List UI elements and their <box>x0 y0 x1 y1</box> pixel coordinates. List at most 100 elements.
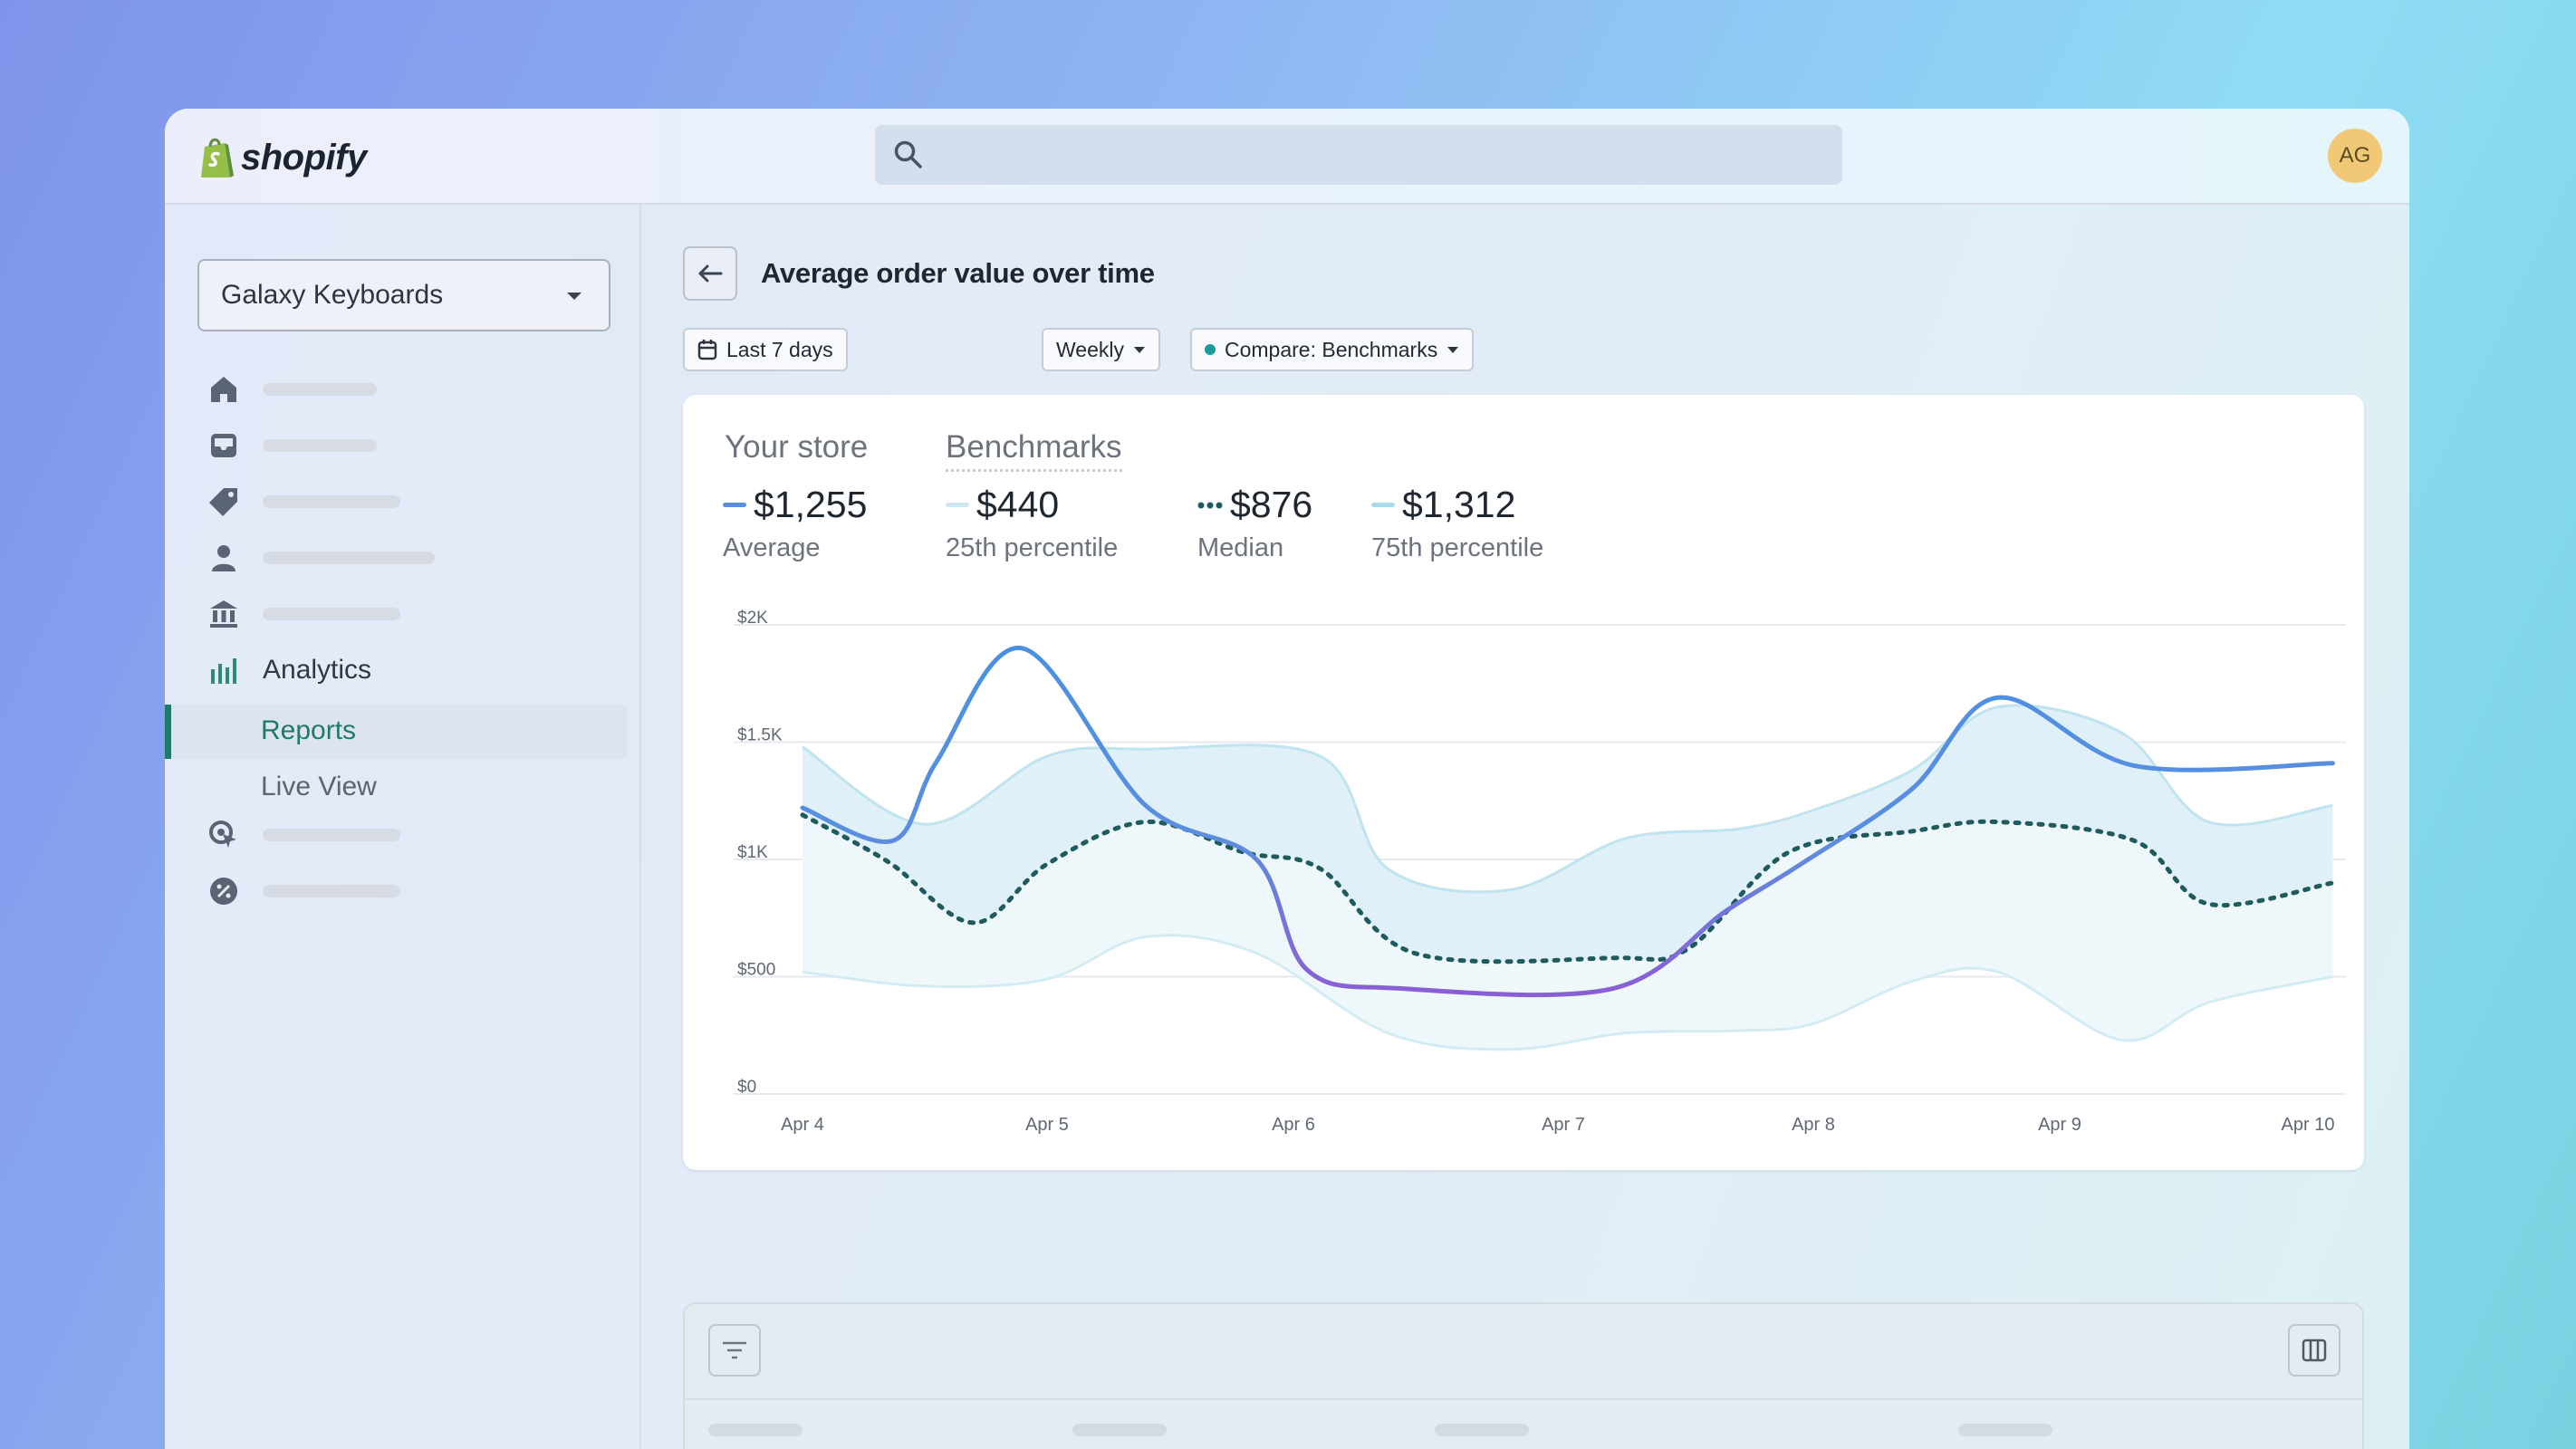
marketing-icon <box>207 818 241 852</box>
sidebar-item-label: Analytics <box>263 655 372 685</box>
x-tick-label: Apr 10 <box>2282 1115 2335 1135</box>
sidebar-item-discounts[interactable] <box>207 873 400 909</box>
store-selector[interactable]: Galaxy Keyboards <box>197 259 610 331</box>
sidebar-item-marketing[interactable] <box>207 817 400 853</box>
interval-dropdown[interactable]: Weekly <box>1042 328 1160 371</box>
date-range-button[interactable]: Last 7 days <box>683 328 848 371</box>
home-icon <box>207 372 241 407</box>
placeholder-label <box>263 885 400 897</box>
date-range-label: Last 7 days <box>726 337 833 361</box>
line-chart: $2K $1.5K $1K $500 $0 Apr 4 Apr 5 Apr 6 Apr 7 Apr… <box>734 609 2346 1135</box>
x-tick-label: Apr 5 <box>1025 1115 1069 1135</box>
compare-dropdown[interactable]: Compare: Benchmarks <box>1190 328 1475 371</box>
arrow-left-icon <box>698 264 723 283</box>
store-name: Galaxy Keyboards <box>221 280 444 310</box>
chevron-down-icon <box>567 293 582 300</box>
shopify-bag-icon <box>201 138 234 178</box>
series-75th-percentile <box>802 704 2333 894</box>
app-window: shopify AG Galaxy Keyboards <box>165 109 2409 1449</box>
sidebar: Galaxy Keyboards Analytics <box>165 205 641 1449</box>
y-tick-label: $1K <box>737 843 768 862</box>
placeholder-label <box>263 495 400 508</box>
active-indicator <box>165 705 171 759</box>
sidebar-item-label: Live View <box>261 772 377 801</box>
filter-button[interactable] <box>708 1324 761 1377</box>
bank-icon <box>207 597 241 631</box>
tab-your-store[interactable]: Your store <box>725 429 869 465</box>
metric-value: $876 <box>1230 484 1313 525</box>
metric-average: $1,255 Average <box>723 484 867 563</box>
search-icon <box>894 140 922 168</box>
placeholder-label <box>263 439 377 452</box>
upper-percentile-band <box>803 705 2333 962</box>
sidebar-item-products[interactable] <box>207 484 400 520</box>
search-input[interactable] <box>875 125 1842 185</box>
legend-swatch <box>1371 503 1395 507</box>
avatar[interactable]: AG <box>2328 129 2382 183</box>
placeholder-cell <box>1435 1424 1529 1436</box>
main-content: Average order value over time Last 7 day… <box>641 205 2409 1449</box>
y-tick-label: $1.5K <box>737 726 783 745</box>
table-row[interactable] <box>685 1398 2362 1449</box>
back-button[interactable] <box>683 246 737 301</box>
metric-label: Average <box>723 533 821 562</box>
y-tick-label: $500 <box>737 961 775 980</box>
top-bar: shopify AG <box>165 109 2409 205</box>
tab-benchmarks[interactable]: Benchmarks <box>946 429 1122 472</box>
sidebar-item-reports[interactable]: Reports <box>165 705 627 759</box>
metric-value: $1,312 <box>1402 484 1516 525</box>
legend-swatch <box>946 503 969 507</box>
placeholder-cell <box>1958 1424 2052 1436</box>
compare-label: Compare: Benchmarks <box>1225 337 1438 361</box>
x-tick-label: Apr 7 <box>1542 1115 1585 1135</box>
sidebar-item-customers[interactable] <box>207 540 435 576</box>
metric-label: Median <box>1197 533 1284 562</box>
sidebar-item-analytics[interactable]: Analytics <box>207 652 371 688</box>
page-title: Average order value over time <box>761 257 1155 289</box>
chart-card: Your store Benchmarks $1,255 Average $44… <box>683 395 2364 1170</box>
tag-icon <box>207 485 241 519</box>
metric-25th-percentile: $440 25th percentile <box>946 484 1118 563</box>
x-tick-label: Apr 6 <box>1272 1115 1315 1135</box>
chevron-down-icon <box>1134 346 1145 353</box>
person-icon <box>207 541 241 575</box>
columns-icon <box>2302 1339 2327 1362</box>
metric-label: 75th percentile <box>1371 533 1544 562</box>
discount-icon <box>207 874 241 908</box>
metric-75th-percentile: $1,312 75th percentile <box>1371 484 1543 563</box>
compare-dot-icon <box>1205 344 1216 355</box>
filter-lines-icon <box>723 1341 746 1359</box>
series-median <box>800 812 2335 964</box>
sidebar-item-live-view[interactable]: Live View <box>165 763 627 813</box>
brand-name: shopify <box>241 137 367 178</box>
sidebar-item-home[interactable] <box>207 371 377 408</box>
columns-button[interactable] <box>2288 1324 2341 1377</box>
series-average <box>800 646 2335 998</box>
y-tick-label: $0 <box>737 1078 756 1097</box>
x-tick-label: Apr 9 <box>2038 1115 2081 1135</box>
calendar-icon <box>697 340 717 360</box>
placeholder-label <box>263 552 435 564</box>
data-table <box>683 1302 2364 1449</box>
series-25th-percentile <box>802 934 2333 1051</box>
chevron-down-icon <box>1447 346 1459 353</box>
placeholder-label <box>263 383 377 396</box>
legend-dotted-swatch <box>1197 502 1223 508</box>
inbox-icon <box>207 428 241 463</box>
x-tick-label: Apr 8 <box>1792 1115 1835 1135</box>
sidebar-item-orders[interactable] <box>207 427 377 464</box>
sidebar-item-label: Reports <box>261 715 357 745</box>
metric-value: $1,255 <box>754 484 868 525</box>
metric-label: 25th percentile <box>946 533 1119 562</box>
metric-median: $876 Median <box>1197 484 1312 563</box>
placeholder-label <box>263 829 400 841</box>
x-tick-label: Apr 4 <box>781 1115 824 1135</box>
interval-label: Weekly <box>1056 337 1124 361</box>
shopify-logo[interactable]: shopify <box>197 136 367 179</box>
y-tick-label: $2K <box>737 609 768 628</box>
sidebar-item-finances[interactable] <box>207 596 400 632</box>
legend-swatch <box>723 503 746 507</box>
metric-value: $440 <box>976 484 1060 525</box>
placeholder-cell <box>1072 1424 1167 1436</box>
analytics-icon <box>207 653 241 687</box>
